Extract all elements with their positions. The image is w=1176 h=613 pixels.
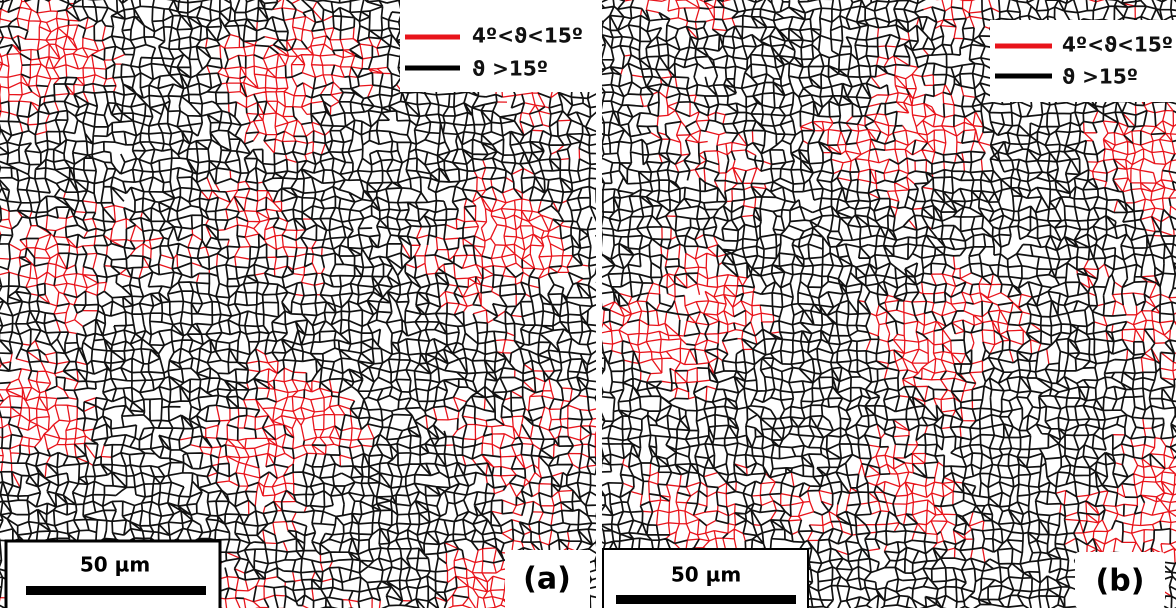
legend-text: ϑ >15º [472, 57, 548, 81]
legend-text: 4º<ϑ<15º [1062, 33, 1173, 57]
legend-b: 4º<ϑ<15º ϑ >15º [990, 20, 1176, 102]
legend-box [400, 0, 596, 92]
scale-line [616, 595, 796, 604]
legend-text: 4º<ϑ<15º [472, 24, 583, 48]
scale-bar-b: 50 µm [602, 548, 809, 612]
label-bg [1075, 552, 1165, 608]
panel-label: (b) [1096, 564, 1145, 599]
legend-text: ϑ >15º [1062, 65, 1138, 89]
scale-line [26, 586, 206, 595]
label-bg [505, 550, 590, 608]
scale-bar-a: 50 µm [4, 539, 222, 613]
grain-boundaries [602, 0, 1176, 608]
scale-text: 50 µm [80, 553, 150, 577]
scale-text: 50 µm [671, 563, 741, 587]
legend-box [990, 20, 1176, 102]
legend-a: 4º<ϑ<15º ϑ >15º [400, 0, 596, 92]
panel-label: (a) [523, 562, 571, 597]
